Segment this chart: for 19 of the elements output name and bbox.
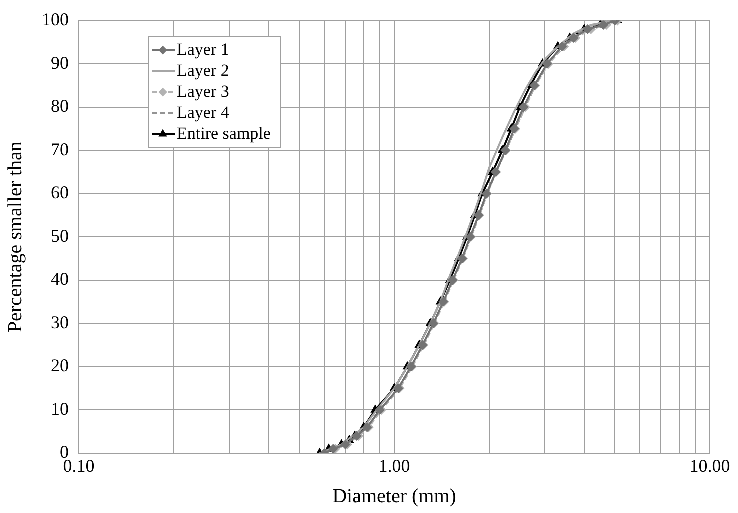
y-tick-label: 90 <box>51 52 69 73</box>
legend-label: Layer 4 <box>177 102 230 122</box>
y-tick-label: 10 <box>51 398 69 419</box>
y-tick-label: 100 <box>42 10 69 30</box>
legend-label: Layer 1 <box>177 40 230 59</box>
x-tick-label: 1.00 <box>378 456 410 476</box>
legend-label: Layer 3 <box>177 82 230 101</box>
y-tick-label: 80 <box>51 96 69 116</box>
y-tick-label: 70 <box>51 139 69 160</box>
legend-label: Layer 2 <box>177 60 230 80</box>
y-tick-label: 50 <box>51 226 69 246</box>
y-axis-title: Percentage smaller than <box>4 142 26 333</box>
y-tick-label: 60 <box>51 182 69 203</box>
x-tick-label: 10.00 <box>690 456 730 476</box>
legend-label: Entire sample <box>177 124 271 143</box>
y-tick-label: 30 <box>51 312 69 332</box>
x-axis-title: Diameter (mm) <box>332 485 456 508</box>
y-tick-label: 20 <box>51 356 69 376</box>
y-tick-label: 40 <box>51 269 69 290</box>
